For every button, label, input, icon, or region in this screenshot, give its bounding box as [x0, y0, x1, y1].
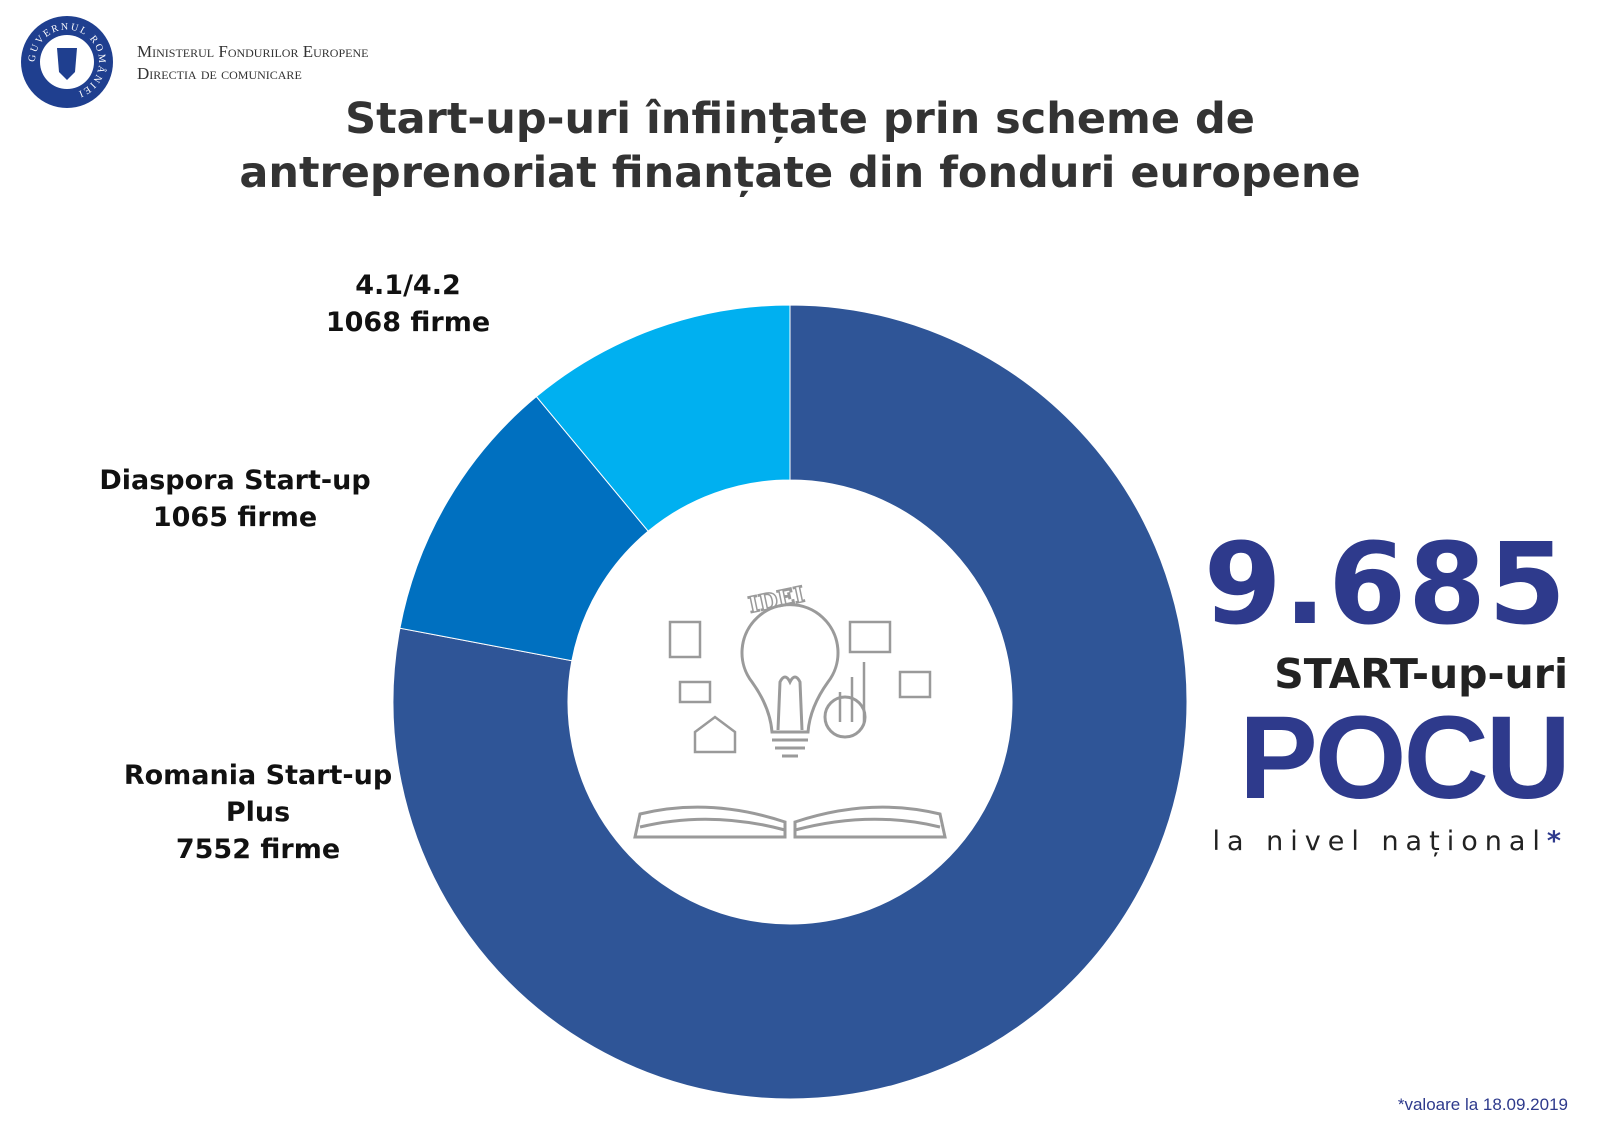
- segment-label: Romania Start-up Plus 7552 firme: [120, 757, 396, 868]
- scope: la nivel național: [1212, 826, 1547, 857]
- segment-label: Diaspora Start-up 1065 firme: [90, 462, 380, 536]
- footnote-mark: *: [1546, 826, 1568, 857]
- chart-title: Start-up-uri înființate prin scheme de a…: [239, 94, 1361, 198]
- ministry: Ministerul Fondurilor Europene: [137, 42, 369, 61]
- globe: [823, 695, 867, 739]
- category-label: 4.1/4.2: [355, 270, 461, 301]
- donut-hole: [568, 480, 1012, 924]
- scope-line: la nivel național*: [1213, 826, 1568, 857]
- footnote: *valoare la 18.09.2019: [1397, 1095, 1568, 1114]
- value-label: 7552 firme: [175, 834, 341, 865]
- unit: START-up-uri: [1274, 650, 1568, 698]
- value-label: 1065 firme: [152, 502, 318, 533]
- idea-illustration: [633, 603, 947, 839]
- bulb-base: [772, 738, 808, 758]
- department: Directia de comunicare: [137, 64, 302, 83]
- filament: [776, 675, 804, 731]
- open-book: [633, 805, 947, 839]
- category-label: Diaspora Start-up: [99, 465, 371, 496]
- value-label: 1068 firme: [325, 307, 491, 338]
- logo: GUVERNUL ROMÂNIEI: [21, 16, 113, 108]
- segment-label: 4.1/4.2 1068 firme: [298, 267, 518, 341]
- category-label: Romania Start-up Plus: [123, 760, 393, 828]
- bulb: [740, 603, 840, 734]
- total: 9.685: [1203, 520, 1568, 650]
- program: POCU: [1239, 692, 1571, 824]
